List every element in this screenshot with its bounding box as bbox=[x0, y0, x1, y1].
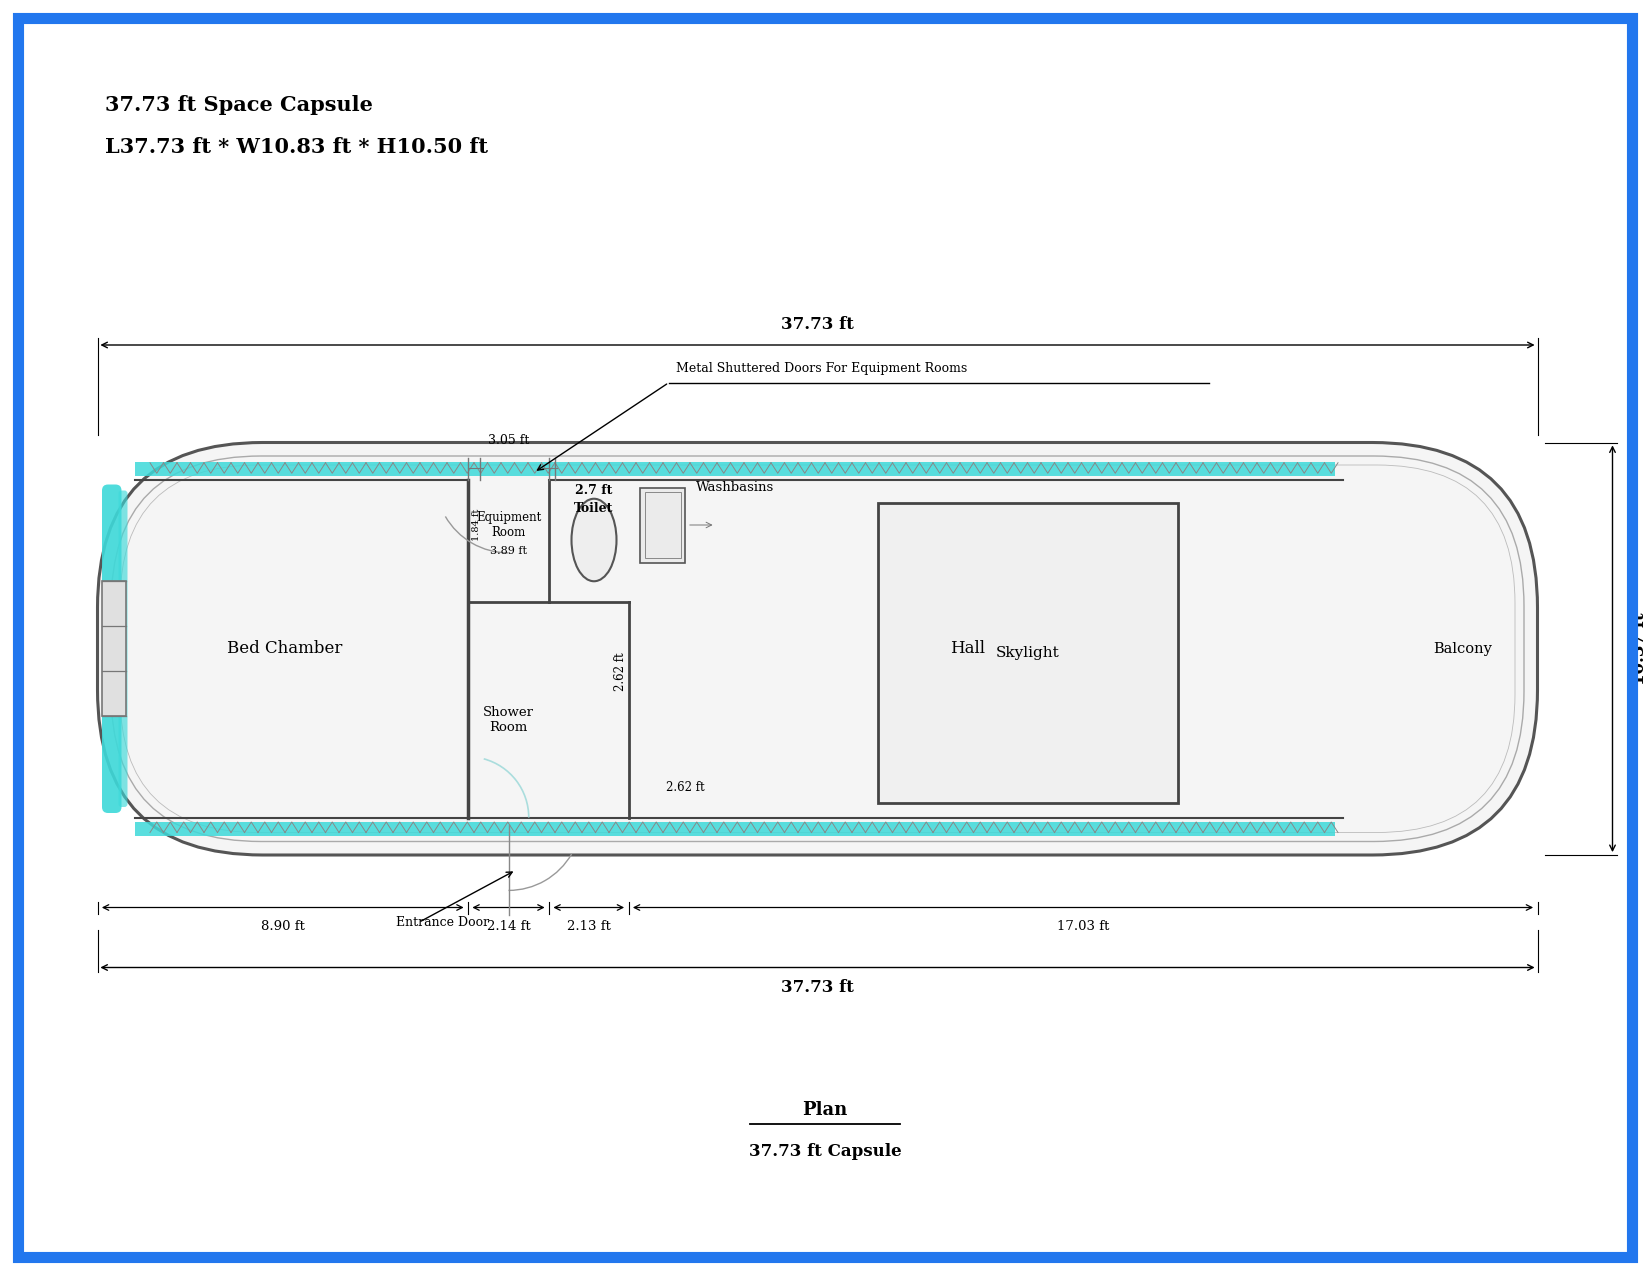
Text: 2.14 ft: 2.14 ft bbox=[487, 919, 530, 932]
Text: 3.89 ft: 3.89 ft bbox=[490, 546, 526, 556]
FancyBboxPatch shape bbox=[97, 442, 1538, 856]
Bar bbox=[640, 487, 685, 562]
Ellipse shape bbox=[571, 499, 617, 581]
Text: 2.13 ft: 2.13 ft bbox=[568, 919, 610, 932]
Text: Hall: Hall bbox=[950, 640, 985, 657]
Text: 1.84 ft: 1.84 ft bbox=[472, 509, 480, 541]
Text: Skylight: Skylight bbox=[995, 645, 1059, 659]
Text: 2.62 ft: 2.62 ft bbox=[614, 652, 627, 691]
Text: Bed Chamber: Bed Chamber bbox=[228, 640, 343, 657]
Text: Metal Shuttered Doors For Equipment Rooms: Metal Shuttered Doors For Equipment Room… bbox=[676, 362, 969, 375]
Bar bbox=[135, 822, 1335, 835]
Text: 37.73 ft: 37.73 ft bbox=[780, 979, 855, 997]
Text: Entrance Door: Entrance Door bbox=[396, 915, 488, 929]
Text: Toilet: Toilet bbox=[574, 502, 614, 515]
Text: 37.73 ft Capsule: 37.73 ft Capsule bbox=[749, 1144, 901, 1160]
Text: 37.73 ft Space Capsule: 37.73 ft Space Capsule bbox=[106, 96, 373, 115]
Bar bbox=[102, 581, 125, 717]
FancyBboxPatch shape bbox=[119, 491, 127, 807]
Text: 37.73 ft: 37.73 ft bbox=[780, 316, 855, 333]
Bar bbox=[645, 492, 681, 558]
Text: Balcony: Balcony bbox=[1434, 641, 1492, 655]
Text: 10.37 ft: 10.37 ft bbox=[1630, 612, 1647, 685]
Text: Plan: Plan bbox=[802, 1102, 848, 1119]
Text: 2.7 ft: 2.7 ft bbox=[576, 484, 612, 497]
Text: 17.03 ft: 17.03 ft bbox=[1056, 919, 1109, 932]
Bar bbox=[878, 502, 1178, 802]
Text: 2.62 ft: 2.62 ft bbox=[667, 782, 705, 794]
Text: L37.73 ft * W10.83 ft * H10.50 ft: L37.73 ft * W10.83 ft * H10.50 ft bbox=[106, 136, 488, 157]
FancyBboxPatch shape bbox=[102, 484, 122, 813]
Bar bbox=[135, 462, 1335, 476]
Text: 3.05 ft: 3.05 ft bbox=[488, 434, 530, 448]
Text: Equipment
Room: Equipment Room bbox=[475, 511, 541, 539]
Text: Shower
Room: Shower Room bbox=[483, 706, 535, 734]
Text: 8.90 ft: 8.90 ft bbox=[261, 919, 305, 932]
Text: Washbasins: Washbasins bbox=[696, 481, 774, 493]
